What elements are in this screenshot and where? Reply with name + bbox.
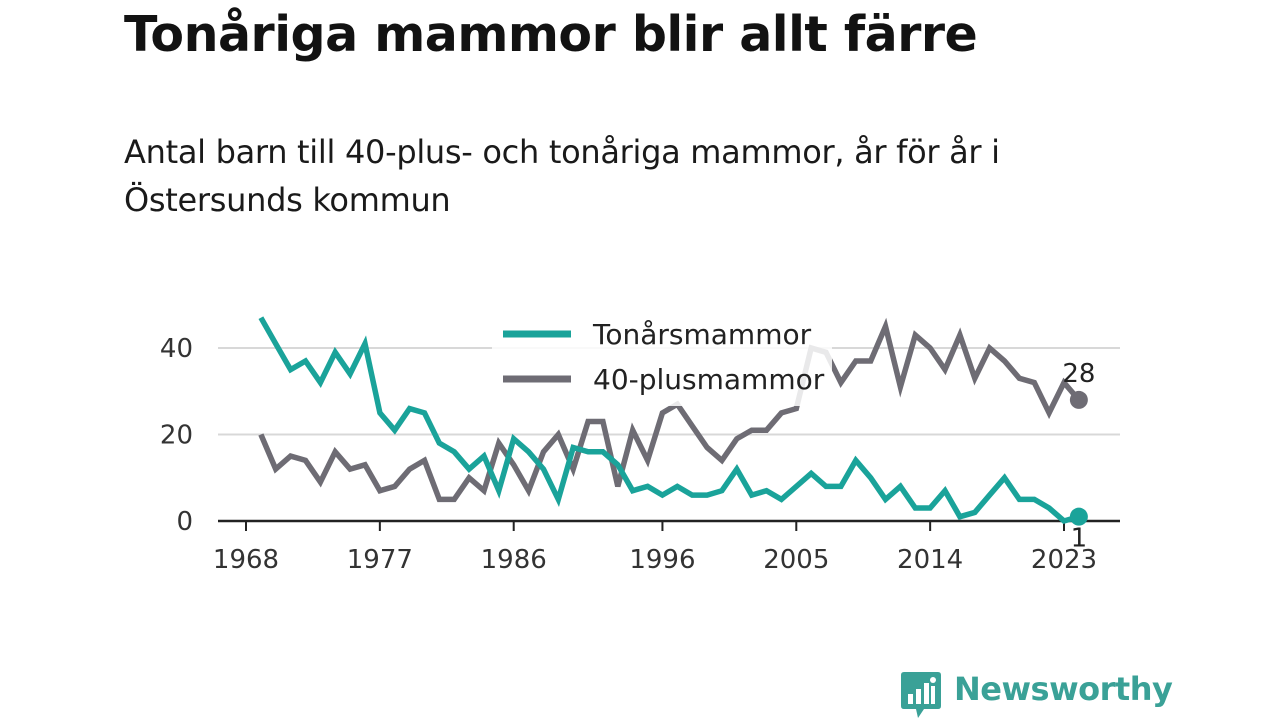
x-tick-label: 2023: [1031, 545, 1097, 575]
x-tick-label: 1986: [481, 545, 547, 575]
newsworthy-logo: Newsworthy: [900, 668, 1173, 720]
legend-label: 40-plusmammor: [593, 363, 825, 396]
y-tick-label: 0: [176, 507, 193, 537]
x-tick-label: 1968: [213, 545, 279, 575]
x-tick-label: 1977: [347, 545, 413, 575]
y-tick-label: 20: [160, 421, 193, 451]
legend-label: Tonårsmammor: [592, 318, 812, 351]
x-tick-label: 1996: [629, 545, 695, 575]
x-tick-label: 2014: [897, 545, 963, 575]
series-end-point: [1069, 507, 1088, 526]
page-subtitle: Antal barn till 40-plus- och tonåriga ma…: [124, 133, 1000, 219]
line-chart: 0 20 40 1968 1977 1986 1996 2005 2014 2023 Tonårsm…: [159, 312, 1120, 575]
y-tick-label: 40: [160, 334, 193, 364]
series-line-tonarsmammor: [258, 316, 1080, 525]
series-end-point: [1069, 390, 1088, 409]
series-line-40-plusmammor: [258, 317, 1081, 503]
newsworthy-logo-text: Newsworthy: [954, 670, 1173, 708]
newsworthy-logo-icon: [901, 672, 941, 718]
series-end-label: 28: [1062, 359, 1095, 389]
x-tick-label: 2005: [763, 545, 829, 575]
legend-background: [492, 312, 832, 406]
series-end-label: 1: [1071, 524, 1088, 554]
page-title: Tonåriga mammor blir allt färre: [124, 6, 978, 63]
